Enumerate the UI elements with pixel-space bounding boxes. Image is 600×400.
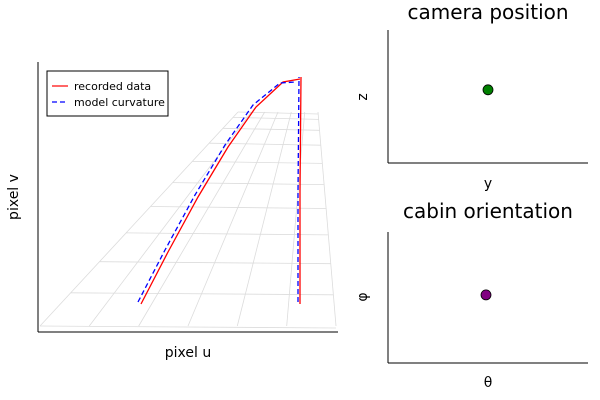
lane-plot-xlabel: pixel u [165,345,211,361]
legend-box [46,70,169,117]
grid-line-converging [138,111,266,327]
cabin-orientation-ylabel: φ [355,292,371,301]
camera-position-point [482,84,494,96]
recorded-data-line-1 [299,76,302,304]
camera-position-xlabel: y [484,176,492,192]
legend: recorded data model curvature [46,70,169,117]
cabin-orientation-title: cabin orientation [403,199,573,223]
camera-position-ylabel: z [355,93,371,100]
cabin-orientation-plot: cabin orientation θ φ [355,199,588,391]
recorded-data-line-0 [140,78,301,305]
grid-line-converging [236,111,292,327]
perspective-grid [39,111,337,329]
cabin-orientation-xlabel: θ [484,375,493,391]
grid-line-converging [317,111,337,327]
cabin-orientation-point [480,289,492,301]
grid-line-converging [88,111,252,327]
grid-line-converging [39,111,239,327]
legend-label-recorded: recorded data [74,80,151,93]
lane-plot: pixel u pixel v [6,62,338,361]
grid-line-converging [187,111,279,327]
model-curvature-line-0 [137,81,297,303]
lane-series-lines [137,76,302,305]
model-curvature-line-1 [297,76,300,302]
camera-position-title: camera position [407,0,568,24]
grid-line-converging [286,111,306,327]
grid-line-horizontal [39,325,337,329]
legend-label-model: model curvature [74,96,165,109]
camera-position-plot: camera position y z [355,0,588,192]
lane-plot-ylabel: pixel v [6,174,22,220]
